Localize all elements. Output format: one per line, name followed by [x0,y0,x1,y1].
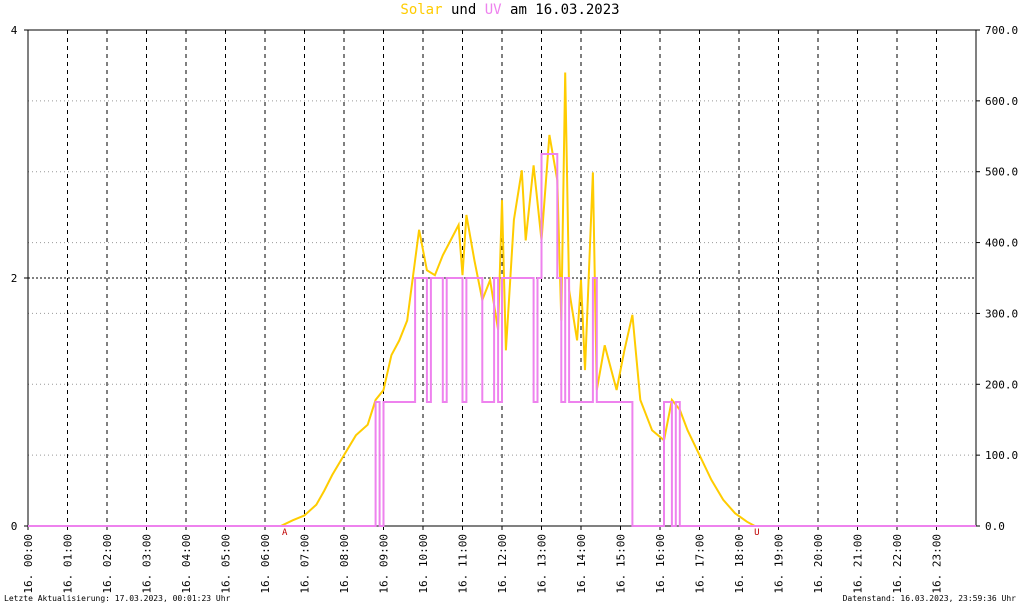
y2-tick-label: 200.0 [985,378,1018,391]
y2-tick-label: 500.0 [985,166,1018,179]
x-tick-label: 16. 13:00 [536,534,549,594]
x-tick-label: 16. 09:00 [378,534,391,594]
x-tick-label: 16. 23:00 [931,534,944,594]
x-tick-label: 16. 15:00 [615,534,628,594]
x-tick-label: 16. 11:00 [457,534,470,594]
x-tick-label: 16. 01:00 [62,534,75,594]
footer-left: Letzte Aktualisierung: 17.03.2023, 00:01… [4,594,231,603]
title-uv: UV [485,2,502,18]
y2-tick-label: 300.0 [985,307,1018,320]
x-tick-label: 16. 12:00 [496,534,509,594]
x-tick-label: 16. 03:00 [141,534,154,594]
title-word: und [451,2,476,18]
x-tick-label: 16. 16:00 [654,534,667,594]
plot-frame [27,29,977,527]
y2-tick-label: 100.0 [985,449,1018,462]
x-tick-label: 16. 00:00 [22,534,35,594]
y-tick-label: 0 [11,520,18,533]
y2-tick-label: 600.0 [985,95,1018,108]
y-tick-label: 2 [11,272,18,285]
x-tick-label: 16. 22:00 [891,534,904,594]
x-tick-label: 16. 04:00 [180,534,193,594]
x-tick-label: 16. 19:00 [773,534,786,594]
y2-tick-label: 400.0 [985,237,1018,250]
x-tick-label: 16. 14:00 [575,534,588,594]
x-tick-label: 16. 20:00 [812,534,825,594]
x-tick-label: 16. 08:00 [338,534,351,594]
annotation: U [754,528,759,538]
x-tick-label: 16. 07:00 [299,534,312,594]
series-line [28,72,976,527]
x-tick-label: 16. 18:00 [733,534,746,594]
y2-tick-label: 700.0 [985,24,1018,37]
x-tick-label: 16. 17:00 [694,534,707,594]
y2-tick-label: 0.0 [985,520,1005,533]
x-tick-label: 16. 06:00 [259,534,272,594]
series-line [28,153,976,527]
chart-title: Solar und UV am 16.03.2023 [400,2,619,18]
x-tick-label: 16. 05:00 [220,534,233,594]
title-word: am 16.03.2023 [510,2,620,18]
y-tick-label: 4 [11,24,18,37]
annotation: A [282,528,288,538]
title-solar: Solar [400,2,442,18]
footer-right: Datenstand: 16.03.2023, 23:59:36 Uhr [843,594,1017,603]
x-tick-label: 16. 21:00 [852,534,865,594]
x-tick-label: 16. 02:00 [101,534,114,594]
x-tick-label: 16. 10:00 [417,534,430,594]
